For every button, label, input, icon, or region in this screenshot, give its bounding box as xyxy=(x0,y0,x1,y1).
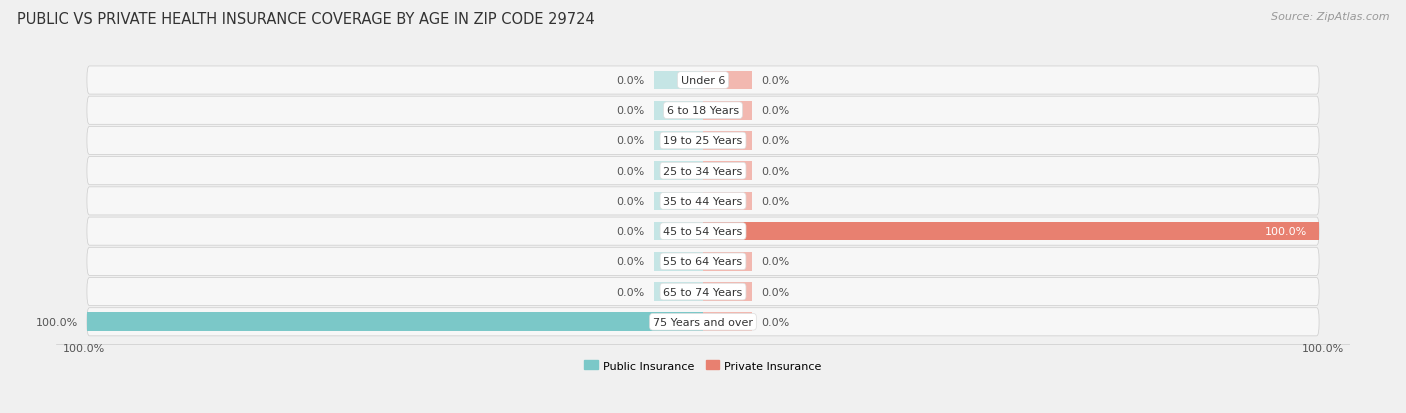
FancyBboxPatch shape xyxy=(87,308,1319,336)
Text: 100.0%: 100.0% xyxy=(62,344,104,354)
Text: 0.0%: 0.0% xyxy=(762,136,790,146)
Text: 0.0%: 0.0% xyxy=(616,257,644,267)
Bar xyxy=(87,313,703,331)
Text: 0.0%: 0.0% xyxy=(616,227,644,237)
Text: 25 to 34 Years: 25 to 34 Years xyxy=(664,166,742,176)
Text: 19 to 25 Years: 19 to 25 Years xyxy=(664,136,742,146)
Text: 0.0%: 0.0% xyxy=(762,106,790,116)
Text: 0.0%: 0.0% xyxy=(616,76,644,86)
Bar xyxy=(654,282,703,301)
Text: 0.0%: 0.0% xyxy=(762,76,790,86)
Text: 0.0%: 0.0% xyxy=(616,136,644,146)
Bar xyxy=(703,71,752,90)
FancyBboxPatch shape xyxy=(87,218,1319,246)
FancyBboxPatch shape xyxy=(87,248,1319,276)
Text: 0.0%: 0.0% xyxy=(616,197,644,206)
Bar xyxy=(703,132,752,150)
Text: 100.0%: 100.0% xyxy=(1302,344,1344,354)
Text: PUBLIC VS PRIVATE HEALTH INSURANCE COVERAGE BY AGE IN ZIP CODE 29724: PUBLIC VS PRIVATE HEALTH INSURANCE COVER… xyxy=(17,12,595,27)
Bar xyxy=(654,162,703,180)
Bar xyxy=(703,252,752,271)
Text: 55 to 64 Years: 55 to 64 Years xyxy=(664,257,742,267)
FancyBboxPatch shape xyxy=(87,67,1319,95)
Bar xyxy=(703,102,752,120)
Bar xyxy=(654,71,703,90)
Text: 0.0%: 0.0% xyxy=(616,106,644,116)
FancyBboxPatch shape xyxy=(87,97,1319,125)
Text: 45 to 54 Years: 45 to 54 Years xyxy=(664,227,742,237)
Text: Source: ZipAtlas.com: Source: ZipAtlas.com xyxy=(1271,12,1389,22)
Bar xyxy=(654,192,703,211)
Text: 6 to 18 Years: 6 to 18 Years xyxy=(666,106,740,116)
Text: Under 6: Under 6 xyxy=(681,76,725,86)
FancyBboxPatch shape xyxy=(87,278,1319,306)
Text: 65 to 74 Years: 65 to 74 Years xyxy=(664,287,742,297)
Text: 100.0%: 100.0% xyxy=(1264,227,1306,237)
FancyBboxPatch shape xyxy=(87,157,1319,185)
Text: 75 Years and over: 75 Years and over xyxy=(652,317,754,327)
Bar xyxy=(654,222,703,241)
Legend: Public Insurance, Private Insurance: Public Insurance, Private Insurance xyxy=(583,360,823,371)
Bar xyxy=(703,282,752,301)
Bar xyxy=(703,192,752,211)
Bar xyxy=(654,252,703,271)
Text: 0.0%: 0.0% xyxy=(762,197,790,206)
Bar xyxy=(654,132,703,150)
Bar xyxy=(703,313,752,331)
Text: 0.0%: 0.0% xyxy=(762,257,790,267)
FancyBboxPatch shape xyxy=(87,188,1319,216)
Text: 0.0%: 0.0% xyxy=(762,166,790,176)
Text: 0.0%: 0.0% xyxy=(616,287,644,297)
Bar xyxy=(703,162,752,180)
Bar xyxy=(703,222,1319,241)
Text: 0.0%: 0.0% xyxy=(762,287,790,297)
Text: 0.0%: 0.0% xyxy=(616,166,644,176)
Text: 35 to 44 Years: 35 to 44 Years xyxy=(664,197,742,206)
FancyBboxPatch shape xyxy=(87,127,1319,155)
Bar xyxy=(654,102,703,120)
Text: 0.0%: 0.0% xyxy=(762,317,790,327)
Text: 100.0%: 100.0% xyxy=(35,317,77,327)
